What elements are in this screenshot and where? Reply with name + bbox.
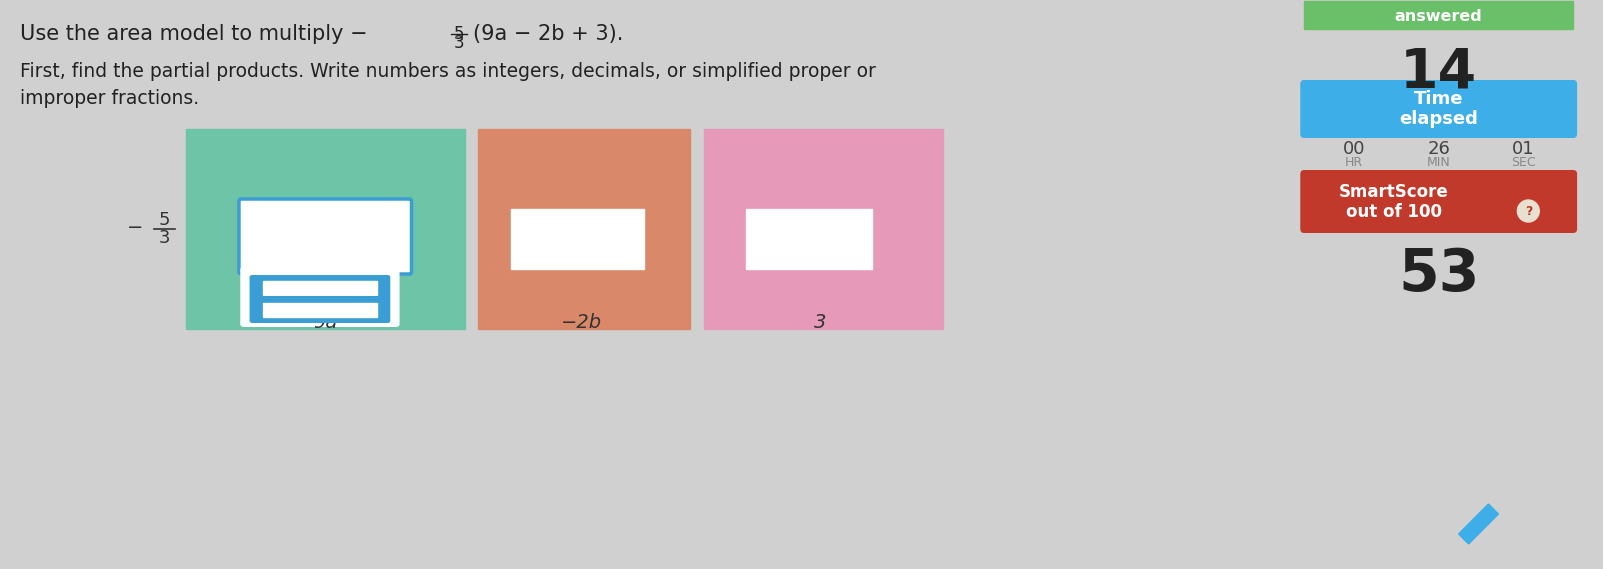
Text: Time
elapsed: Time elapsed bbox=[1399, 89, 1478, 129]
Text: Use the area model to multiply −: Use the area model to multiply − bbox=[19, 24, 367, 44]
Text: 3: 3 bbox=[454, 34, 465, 52]
Bar bbox=[704, 129, 943, 329]
Text: 5: 5 bbox=[454, 25, 465, 43]
Text: MIN: MIN bbox=[1427, 155, 1451, 168]
Text: (9a − 2b + 3).: (9a − 2b + 3). bbox=[473, 24, 624, 44]
Text: 14: 14 bbox=[1399, 45, 1478, 99]
Text: 3: 3 bbox=[814, 313, 827, 332]
Bar bbox=[511, 209, 644, 269]
Text: 01: 01 bbox=[1512, 140, 1534, 158]
FancyBboxPatch shape bbox=[239, 199, 412, 274]
Text: 5: 5 bbox=[159, 211, 170, 229]
Text: First, find the partial products. Write numbers as integers, decimals, or simpli: First, find the partial products. Write … bbox=[19, 62, 875, 81]
Bar bbox=[478, 129, 691, 329]
Bar bbox=[1305, 1, 1573, 29]
Text: ?: ? bbox=[1524, 204, 1532, 217]
FancyBboxPatch shape bbox=[1300, 170, 1577, 233]
Bar bbox=[186, 129, 465, 329]
Text: 26: 26 bbox=[1427, 140, 1451, 158]
Text: 9a: 9a bbox=[313, 313, 337, 332]
FancyBboxPatch shape bbox=[240, 267, 399, 327]
Text: HR: HR bbox=[1345, 155, 1363, 168]
Polygon shape bbox=[1459, 504, 1499, 544]
Bar bbox=[745, 209, 872, 269]
Text: improper fractions.: improper fractions. bbox=[19, 89, 199, 108]
Text: answered: answered bbox=[1395, 9, 1483, 23]
Circle shape bbox=[1518, 200, 1539, 222]
Bar bbox=[263, 303, 377, 317]
Bar bbox=[263, 281, 377, 295]
Text: 00: 00 bbox=[1343, 140, 1366, 158]
FancyBboxPatch shape bbox=[250, 275, 390, 323]
Text: SEC: SEC bbox=[1512, 155, 1536, 168]
Text: SmartScore
out of 100: SmartScore out of 100 bbox=[1339, 183, 1449, 221]
FancyBboxPatch shape bbox=[1300, 80, 1577, 138]
Text: 53: 53 bbox=[1398, 245, 1480, 303]
Text: 3: 3 bbox=[159, 229, 170, 247]
Text: −: − bbox=[127, 217, 143, 237]
Text: −2b: −2b bbox=[561, 313, 603, 332]
